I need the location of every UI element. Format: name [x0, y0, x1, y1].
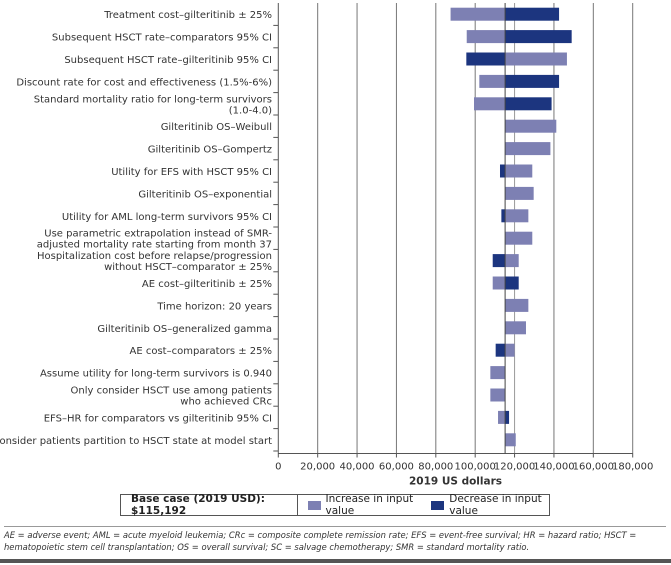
bar-increase: [505, 164, 533, 178]
bar-increase: [505, 209, 529, 223]
x-tick-label: 60,000: [379, 462, 414, 473]
row-label: Consider patients partition to HSCT stat…: [0, 436, 272, 447]
legend-increase-label: Increase in input value: [325, 493, 414, 517]
row-label: Gilteritinib OS–Gompertz: [148, 145, 272, 156]
bar-decrease: [495, 343, 506, 357]
row-label: Treatment cost–gilteritinib ± 25%: [103, 10, 272, 21]
row-label: Discount rate for cost and effectiveness…: [16, 77, 272, 88]
x-tick-label: 140,000: [533, 462, 574, 473]
legend-increase-swatch: [307, 500, 321, 510]
x-tick-label: 80,000: [418, 462, 453, 473]
row-label: Gilteritinib OS–Weibull: [161, 122, 272, 133]
row-label-line: Use parametric extrapolation instead of …: [44, 229, 272, 240]
row-label: Utility for AML long-term survivors 95% …: [62, 212, 272, 223]
x-tick-label: 160,000: [573, 462, 614, 473]
row-label: Subsequent HSCT rate–comparators 95% CI: [52, 33, 272, 44]
row-label: AE cost–comparators ± 25%: [130, 346, 272, 357]
bar-increase: [505, 298, 529, 312]
x-axis-label: 2019 US dollars: [409, 476, 502, 488]
row-label: AE cost–gilteritinib ± 25%: [142, 279, 272, 290]
row-label: Hospitalization cost before relapse/prog…: [37, 251, 272, 273]
row-label: Standard mortality ratio for long-term s…: [34, 94, 272, 116]
legend-decrease-label: Decrease in input value: [449, 493, 542, 517]
row-label: Only consider HSCT use among patients who…: [71, 386, 272, 408]
row-label-line: who achieved CRc: [180, 397, 272, 408]
x-tick-label: 0: [275, 462, 281, 473]
bar-increase: [466, 30, 506, 44]
bar-increase: [492, 276, 506, 290]
x-tick-label: 20,000: [300, 462, 335, 473]
bar-increase: [505, 142, 551, 156]
row-label: Gilteritinib OS–exponential: [138, 189, 272, 200]
row-label: Gilteritinib OS–generalized gamma: [97, 324, 272, 335]
row-label: EFS–HR for comparators vs gilteritinib 9…: [44, 413, 272, 424]
row-label-line: without HSCT–comparator ± 25%: [104, 262, 272, 273]
bar-decrease: [501, 209, 506, 223]
bar-increase: [498, 410, 506, 424]
footer-rule: [0, 559, 671, 563]
bar-increase: [505, 343, 515, 357]
bar-increase: [505, 119, 557, 133]
bar-increase: [505, 186, 534, 200]
bar-decrease: [499, 164, 506, 178]
row-label: Time horizon: 20 years: [156, 301, 272, 312]
bar-decrease: [505, 410, 510, 424]
bar-increase: [450, 7, 506, 21]
row-label-line: Hospitalization cost before relapse/prog…: [37, 251, 272, 262]
footnote: AE = adverse event; AML = acute myeloid …: [4, 526, 666, 553]
bar-decrease: [505, 30, 572, 44]
bar-decrease: [505, 74, 560, 88]
bar-increase: [505, 231, 533, 245]
legend-decrease: Decrease in input value: [431, 493, 549, 517]
row-label-line: (1.0-4.0): [229, 105, 272, 116]
bar-increase: [490, 388, 506, 402]
row-label-line: Only consider HSCT use among patients: [71, 386, 272, 397]
row-label: Subsequent HSCT rate–gilteritinib 95% CI: [64, 55, 272, 66]
row-label: Use parametric extrapolation instead of …: [37, 229, 273, 251]
legend-base-case: Base case (2019 USD): $115,192: [121, 493, 298, 517]
bar-decrease: [492, 254, 506, 268]
bar-increase: [474, 97, 506, 111]
x-tick-label: 100,000: [455, 462, 496, 473]
legend: Base case (2019 USD): $115,192 Increase …: [120, 493, 550, 517]
legend-decrease-swatch: [431, 500, 445, 510]
x-tick-label: 120,000: [494, 462, 535, 473]
bar-decrease: [466, 52, 506, 66]
x-tick-label: 40,000: [340, 462, 375, 473]
bar-increase: [490, 366, 506, 380]
bar-increase: [505, 433, 516, 447]
tornado-chart: 0 20,000 40,000 60,000 80,000 100,000120,0001…: [0, 3, 653, 488]
bar-decrease: [505, 7, 560, 21]
row-label-line: Standard mortality ratio for long-term s…: [34, 94, 272, 105]
x-tick-label: 180,000: [612, 462, 653, 473]
row-label-line: adjusted mortality rate starting from mo…: [37, 240, 272, 251]
legend-increase: Increase in input value: [307, 493, 422, 517]
bar-increase: [505, 321, 526, 335]
bar-increase: [505, 52, 567, 66]
bar-decrease: [505, 276, 519, 290]
bar-decrease: [505, 97, 552, 111]
row-label: Assume utility for long-term survivors i…: [40, 369, 272, 380]
row-label: Utility for EFS with HSCT 95% CI: [111, 167, 272, 178]
bar-increase: [505, 254, 519, 268]
bar-increase: [479, 74, 506, 88]
